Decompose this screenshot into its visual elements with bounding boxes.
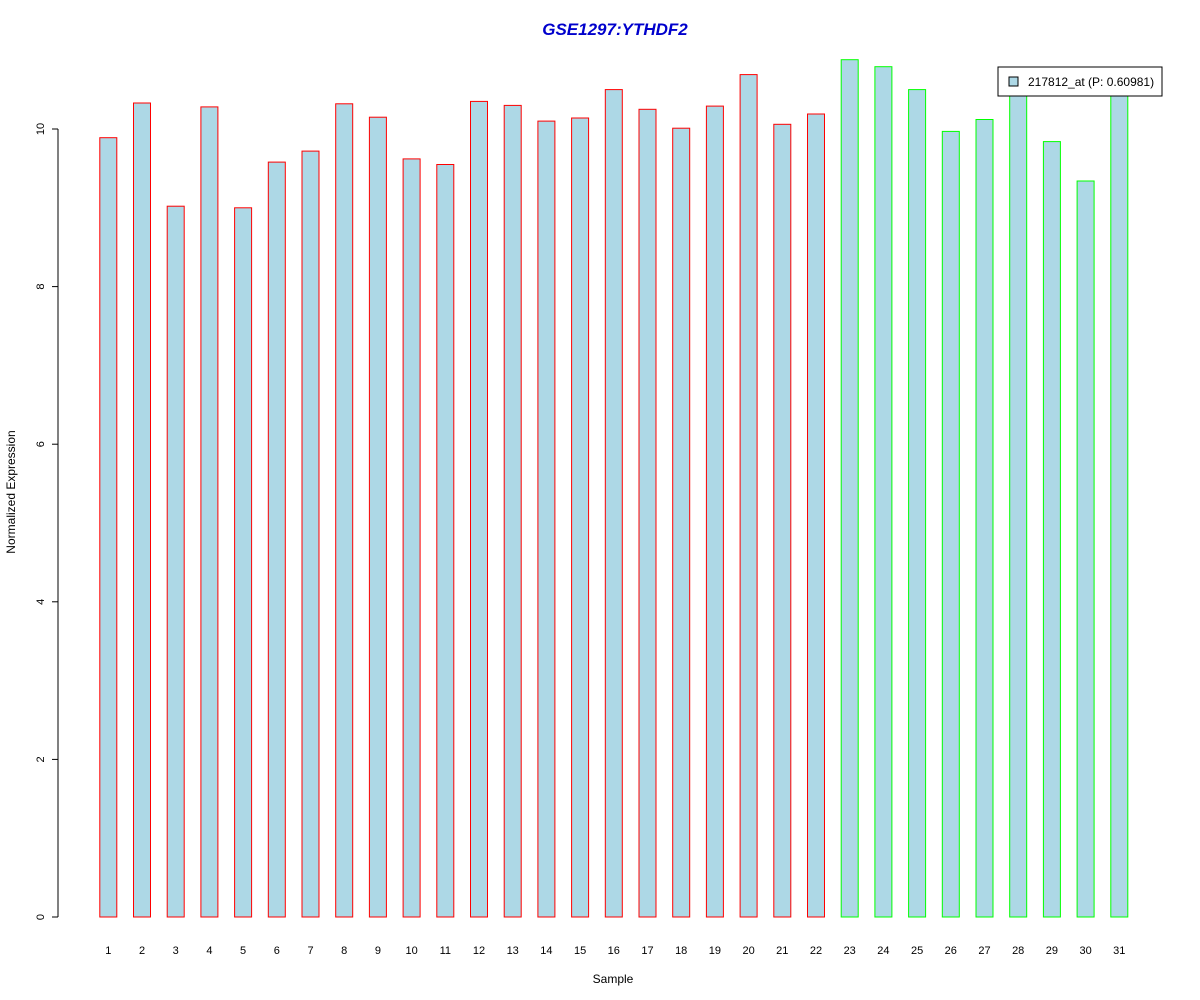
x-tick-label: 8 xyxy=(341,945,347,957)
x-tick-label: 27 xyxy=(978,945,990,957)
legend: 217812_at (P: 0.60981) xyxy=(997,66,1163,97)
x-axis: 1 2 3 4 5 6 7 8 9 10 11 12 13 14 15 16 17 18 19 20 21 22 23 24 2… xyxy=(105,945,1125,957)
legend-swatch xyxy=(1008,76,1019,87)
bar-27 xyxy=(975,119,994,918)
bar-30 xyxy=(1076,180,1095,918)
x-tick-label: 20 xyxy=(742,945,754,957)
x-tick-label: 2 xyxy=(139,945,145,957)
bars xyxy=(99,59,1129,918)
y-axis-label: Normalized Expression xyxy=(4,430,18,553)
legend-label: 217812_at (P: 0.60981) xyxy=(1028,75,1154,89)
y-tick-label: 10 xyxy=(35,123,47,135)
bar-25 xyxy=(908,89,927,918)
bar-11 xyxy=(436,164,455,918)
bar-10 xyxy=(402,158,421,918)
bar-21 xyxy=(773,123,792,918)
bar-9 xyxy=(368,116,387,918)
bar-1 xyxy=(99,137,118,918)
x-tick-label: 22 xyxy=(810,945,822,957)
x-tick-label: 13 xyxy=(507,945,519,957)
bar-6 xyxy=(267,161,286,918)
x-tick-label: 1 xyxy=(105,945,111,957)
y-tick-label: 2 xyxy=(35,756,47,762)
legend-box xyxy=(997,66,1163,97)
bar-24 xyxy=(874,66,893,918)
x-tick-label: 10 xyxy=(405,945,417,957)
x-tick-label: 28 xyxy=(1012,945,1024,957)
bar-31 xyxy=(1110,90,1129,918)
x-tick-label: 16 xyxy=(608,945,620,957)
bar-29 xyxy=(1042,141,1061,918)
x-tick-label: 25 xyxy=(911,945,923,957)
bar-18 xyxy=(672,127,691,918)
x-tick-label: 12 xyxy=(473,945,485,957)
bar-19 xyxy=(705,105,724,918)
x-tick-label: 14 xyxy=(540,945,552,957)
bar-4 xyxy=(200,106,219,918)
x-tick-label: 21 xyxy=(776,945,788,957)
x-tick-label: 4 xyxy=(206,945,212,957)
bar-7 xyxy=(301,150,320,918)
x-tick-label: 17 xyxy=(641,945,653,957)
y-tick-label: 0 xyxy=(35,914,47,920)
y-axis: 0 2 4 6 8 10 xyxy=(35,123,59,920)
x-tick-label: 29 xyxy=(1046,945,1058,957)
bar-2 xyxy=(133,102,151,918)
y-tick-label: 6 xyxy=(35,441,47,447)
bar-20 xyxy=(739,74,758,918)
x-tick-label: 31 xyxy=(1113,945,1125,957)
x-tick-label: 19 xyxy=(709,945,721,957)
x-tick-label: 23 xyxy=(844,945,856,957)
x-axis-label: Sample xyxy=(593,972,634,986)
bar-16 xyxy=(604,89,623,918)
x-tick-label: 30 xyxy=(1079,945,1091,957)
bar-22 xyxy=(807,113,825,918)
y-tick-label: 8 xyxy=(35,284,47,290)
y-tick-label: 4 xyxy=(35,599,47,605)
x-tick-label: 24 xyxy=(877,945,889,957)
x-tick-label: 3 xyxy=(173,945,179,957)
bar-23 xyxy=(840,59,859,918)
x-tick-label: 26 xyxy=(945,945,957,957)
x-tick-label: 6 xyxy=(274,945,280,957)
x-tick-label: 18 xyxy=(675,945,687,957)
bar-15 xyxy=(571,117,590,918)
x-tick-label: 11 xyxy=(440,945,451,957)
x-tick-label: 15 xyxy=(574,945,586,957)
chart-title: GSE1297:YTHDF2 xyxy=(542,20,688,39)
bar-28 xyxy=(1009,90,1028,918)
x-tick-label: 7 xyxy=(307,945,313,957)
x-tick-label: 5 xyxy=(240,945,246,957)
bar-26 xyxy=(941,130,960,918)
bar-13 xyxy=(503,104,522,918)
bar-12 xyxy=(470,100,488,918)
bar-17 xyxy=(638,108,657,918)
bar-8 xyxy=(335,103,354,918)
x-tick-label: 9 xyxy=(375,945,381,957)
bar-14 xyxy=(537,120,556,918)
bar-5 xyxy=(234,207,253,918)
bar-3 xyxy=(166,205,185,918)
